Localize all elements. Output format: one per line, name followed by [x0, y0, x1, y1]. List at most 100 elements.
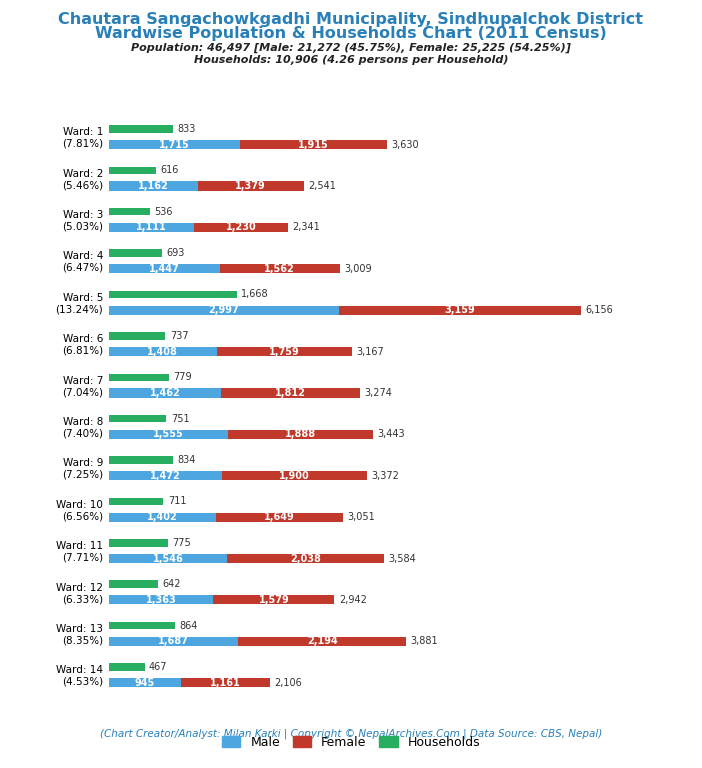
Text: 1,363: 1,363	[146, 595, 176, 605]
Text: 3,630: 3,630	[392, 140, 419, 150]
Bar	[109, 498, 164, 505]
Bar	[109, 595, 213, 604]
Text: 536: 536	[154, 207, 173, 217]
Bar	[238, 637, 406, 646]
Bar	[217, 347, 352, 356]
Text: 1,555: 1,555	[153, 429, 184, 439]
Bar	[109, 373, 168, 381]
Bar	[109, 181, 198, 190]
Bar	[221, 389, 360, 398]
Text: 1,379: 1,379	[235, 181, 266, 191]
Bar	[109, 539, 168, 547]
Text: 737: 737	[170, 331, 188, 341]
Bar	[198, 181, 304, 190]
Text: (Chart Creator/Analyst: Milan Karki | Copyright © NepalArchives.Com | Data Sourc: (Chart Creator/Analyst: Milan Karki | Co…	[100, 728, 602, 739]
Text: 1,900: 1,900	[279, 471, 310, 481]
Bar	[109, 622, 175, 629]
Text: 642: 642	[162, 579, 181, 589]
Text: 1,161: 1,161	[211, 677, 241, 687]
Bar	[109, 456, 173, 464]
Text: 693: 693	[166, 248, 185, 258]
Bar	[109, 512, 216, 521]
Text: 616: 616	[161, 165, 179, 175]
Text: Wardwise Population & Households Chart (2011 Census): Wardwise Population & Households Chart (…	[95, 26, 607, 41]
Text: 711: 711	[168, 496, 186, 506]
Text: 3,274: 3,274	[364, 388, 392, 398]
Bar	[109, 264, 220, 273]
Bar	[213, 595, 334, 604]
Text: 1,759: 1,759	[269, 346, 300, 356]
Legend: Male, Female, Households: Male, Female, Households	[216, 731, 486, 754]
Bar	[240, 140, 388, 149]
Text: 1,402: 1,402	[147, 512, 178, 522]
Text: 1,649: 1,649	[264, 512, 295, 522]
Text: 2,194: 2,194	[307, 637, 338, 647]
Text: 833: 833	[177, 124, 195, 134]
Text: 1,408: 1,408	[147, 346, 178, 356]
Text: 1,915: 1,915	[298, 140, 329, 150]
Bar	[109, 208, 150, 215]
Bar	[109, 291, 237, 298]
Bar	[227, 554, 383, 563]
Text: 2,341: 2,341	[293, 223, 320, 233]
Bar	[228, 430, 373, 439]
Text: 1,111: 1,111	[136, 223, 167, 233]
Bar	[338, 306, 581, 315]
Bar	[181, 678, 270, 687]
Text: 3,372: 3,372	[372, 471, 399, 481]
Text: 945: 945	[135, 677, 155, 687]
Bar	[109, 125, 173, 133]
Text: Households: 10,906 (4.26 persons per Household): Households: 10,906 (4.26 persons per Hou…	[194, 55, 508, 65]
Text: 3,443: 3,443	[377, 429, 405, 439]
Bar	[109, 140, 240, 149]
Text: 3,167: 3,167	[356, 346, 384, 356]
Text: 1,579: 1,579	[258, 595, 289, 605]
Bar	[109, 415, 166, 422]
Bar	[109, 223, 194, 232]
Bar	[109, 250, 162, 257]
Text: 1,230: 1,230	[226, 223, 256, 233]
Bar	[109, 306, 338, 315]
Text: 1,546: 1,546	[153, 554, 183, 564]
Text: 1,562: 1,562	[264, 263, 295, 273]
Bar	[220, 264, 340, 273]
Text: 779: 779	[173, 372, 192, 382]
Text: 2,541: 2,541	[308, 181, 336, 191]
Text: Chautara Sangachowkgadhi Municipality, Sindhupalchok District: Chautara Sangachowkgadhi Municipality, S…	[58, 12, 644, 27]
Text: 3,584: 3,584	[388, 554, 416, 564]
Text: 1,888: 1,888	[285, 429, 316, 439]
Text: 3,009: 3,009	[344, 263, 371, 273]
Bar	[109, 581, 158, 588]
Bar	[109, 347, 217, 356]
Text: 1,812: 1,812	[275, 388, 306, 398]
Text: 834: 834	[177, 455, 196, 465]
Bar	[109, 554, 227, 563]
Bar	[194, 223, 289, 232]
Text: 1,715: 1,715	[159, 140, 190, 150]
Bar	[109, 167, 156, 174]
Text: 467: 467	[149, 662, 168, 672]
Text: 2,997: 2,997	[208, 305, 239, 315]
Text: 1,462: 1,462	[150, 388, 180, 398]
Bar	[109, 472, 222, 480]
Bar	[109, 664, 145, 670]
Text: 2,942: 2,942	[339, 595, 366, 605]
Text: 6,156: 6,156	[585, 305, 613, 315]
Bar	[109, 389, 221, 398]
Text: 1,668: 1,668	[241, 290, 269, 300]
Bar	[222, 472, 367, 480]
Bar	[109, 637, 238, 646]
Text: 3,881: 3,881	[411, 637, 439, 647]
Bar	[109, 430, 228, 439]
Text: 3,159: 3,159	[444, 305, 475, 315]
Text: 1,472: 1,472	[150, 471, 180, 481]
Text: 1,162: 1,162	[138, 181, 168, 191]
Text: 2,106: 2,106	[274, 677, 303, 687]
Text: Population: 46,497 [Male: 21,272 (45.75%), Female: 25,225 (54.25%)]: Population: 46,497 [Male: 21,272 (45.75%…	[131, 43, 571, 53]
Text: 3,051: 3,051	[347, 512, 375, 522]
Text: 2,038: 2,038	[290, 554, 321, 564]
Bar	[216, 512, 343, 521]
Bar	[109, 678, 181, 687]
Bar	[109, 332, 166, 339]
Text: 864: 864	[180, 621, 198, 631]
